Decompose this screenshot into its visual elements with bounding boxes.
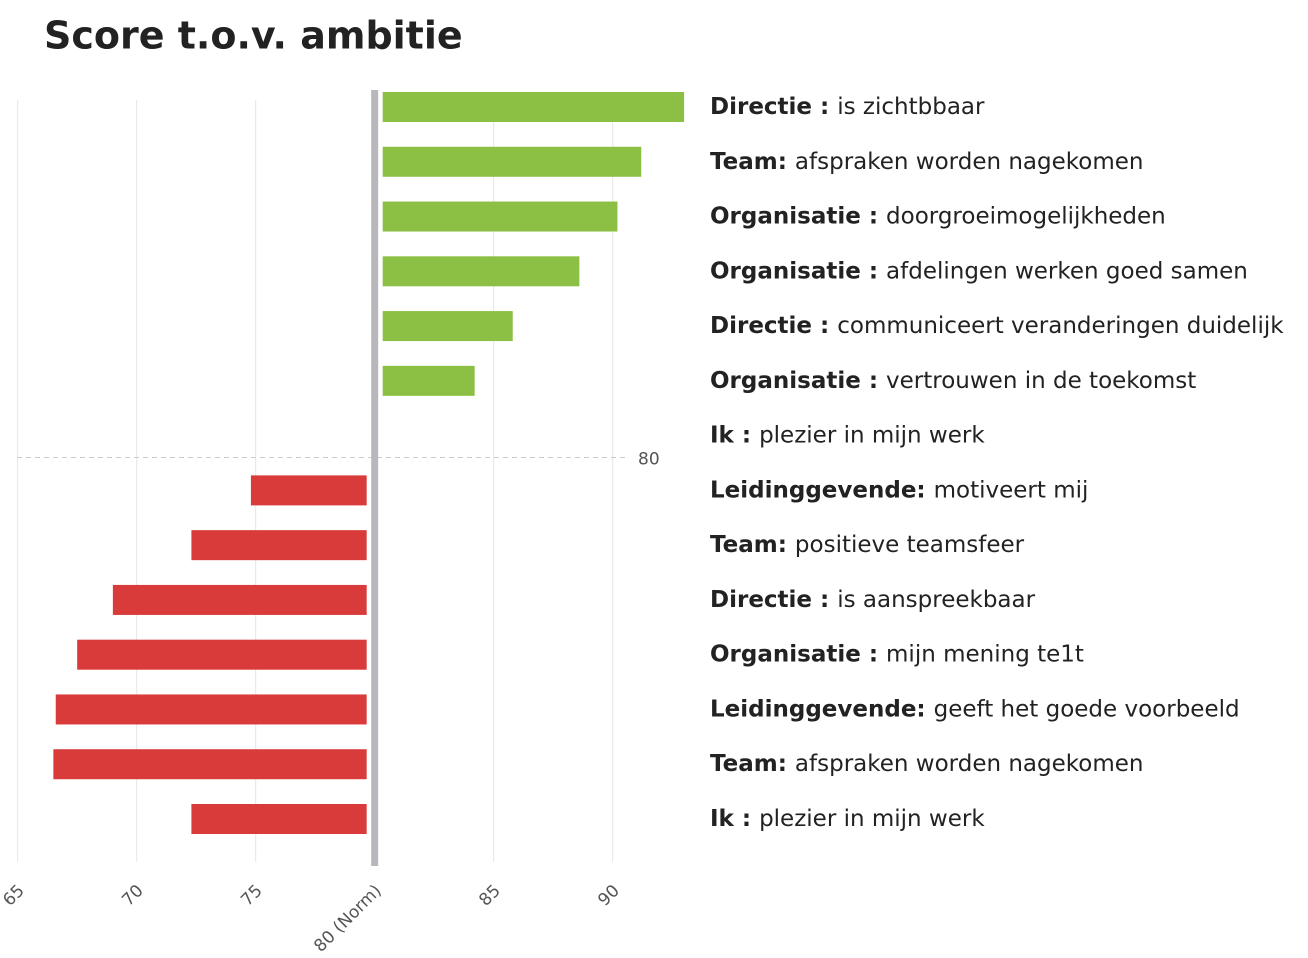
- category-label: Ik : plezier in mijn werk: [710, 806, 985, 832]
- category-item: is aanspreekbaar: [837, 586, 1035, 612]
- category-group: Ik :: [710, 806, 751, 832]
- category-label: Directie : communiceert veranderingen dui…: [710, 313, 1284, 339]
- x-tick-label: 70: [118, 881, 147, 910]
- category-label: Team: afspraken worden nagekomen: [710, 148, 1143, 174]
- bar: [382, 146, 642, 177]
- bar: [55, 694, 367, 725]
- category-group: Leidinggevende:: [710, 477, 926, 503]
- bar: [382, 256, 580, 287]
- bar: [112, 584, 367, 615]
- bar: [191, 530, 367, 561]
- category-label: Directie : is zichtbbaar: [710, 94, 985, 120]
- bar: [191, 804, 367, 834]
- category-item: afdelingen werken goed samen: [886, 258, 1248, 284]
- category-label: Team: afspraken worden nagekomen: [710, 751, 1143, 777]
- category-group: Ik :: [710, 422, 751, 448]
- category-group: Team:: [710, 148, 787, 174]
- x-tick-label: 85: [475, 881, 504, 910]
- category-group: Organisatie :: [710, 203, 878, 229]
- category-group: Directie :: [710, 94, 829, 120]
- category-label: Organisatie : doorgroeimogelijkheden: [710, 203, 1166, 229]
- category-item: afspraken worden nagekomen: [795, 148, 1144, 174]
- x-tick-label: 90: [594, 881, 623, 910]
- x-tick-label: 80 (Norm): [310, 881, 385, 956]
- category-item: is zichtbbaar: [837, 94, 985, 120]
- bar: [250, 475, 367, 506]
- category-item: geeft het goede voorbeeld: [934, 696, 1240, 722]
- category-label: Organisatie : vertrouwen in de toekomst: [710, 367, 1196, 393]
- category-label: Organisatie : mijn mening te1t: [710, 641, 1084, 667]
- category-item: plezier in mijn werk: [759, 806, 985, 832]
- bar: [382, 201, 618, 232]
- category-label: Directie : is aanspreekbaar: [710, 586, 1036, 612]
- category-item: vertrouwen in de toekomst: [886, 367, 1196, 393]
- category-item: doorgroeimogelijkheden: [886, 203, 1166, 229]
- bar: [382, 365, 475, 396]
- category-label: Leidinggevende: motiveert mij: [710, 477, 1088, 503]
- category-item: plezier in mijn werk: [759, 422, 985, 448]
- x-tick-label: 75: [237, 881, 266, 910]
- category-group: Organisatie :: [710, 258, 878, 284]
- category-item: mijn mening te1t: [886, 641, 1084, 667]
- category-group: Organisatie :: [710, 367, 878, 393]
- category-item: afspraken worden nagekomen: [795, 751, 1144, 777]
- norm-annotation: 80: [638, 450, 660, 470]
- category-group: Directie :: [710, 586, 829, 612]
- bar: [382, 92, 685, 122]
- bar: [382, 311, 513, 342]
- category-group: Directie :: [710, 313, 829, 339]
- category-label: Ik : plezier in mijn werk: [710, 422, 985, 448]
- category-group: Organisatie :: [710, 641, 878, 667]
- x-tick-label: 65: [0, 881, 29, 910]
- category-label: Organisatie : afdelingen werken goed same…: [710, 258, 1248, 284]
- category-group: Team:: [710, 532, 787, 558]
- category-group: Leidinggevende:: [710, 696, 926, 722]
- category-group: Team:: [710, 751, 787, 777]
- bar: [53, 749, 367, 780]
- chart-title: Score t.o.v. ambitie: [44, 14, 463, 58]
- category-label: Leidinggevende: geeft het goede voorbeeld: [710, 696, 1240, 722]
- category-item: positieve teamsfeer: [795, 532, 1025, 558]
- category-label: Team: positieve teamsfeer: [710, 532, 1025, 558]
- category-item: motiveert mij: [934, 477, 1089, 503]
- bar: [77, 639, 367, 670]
- category-item: communiceert veranderingen duidelijk: [837, 313, 1284, 339]
